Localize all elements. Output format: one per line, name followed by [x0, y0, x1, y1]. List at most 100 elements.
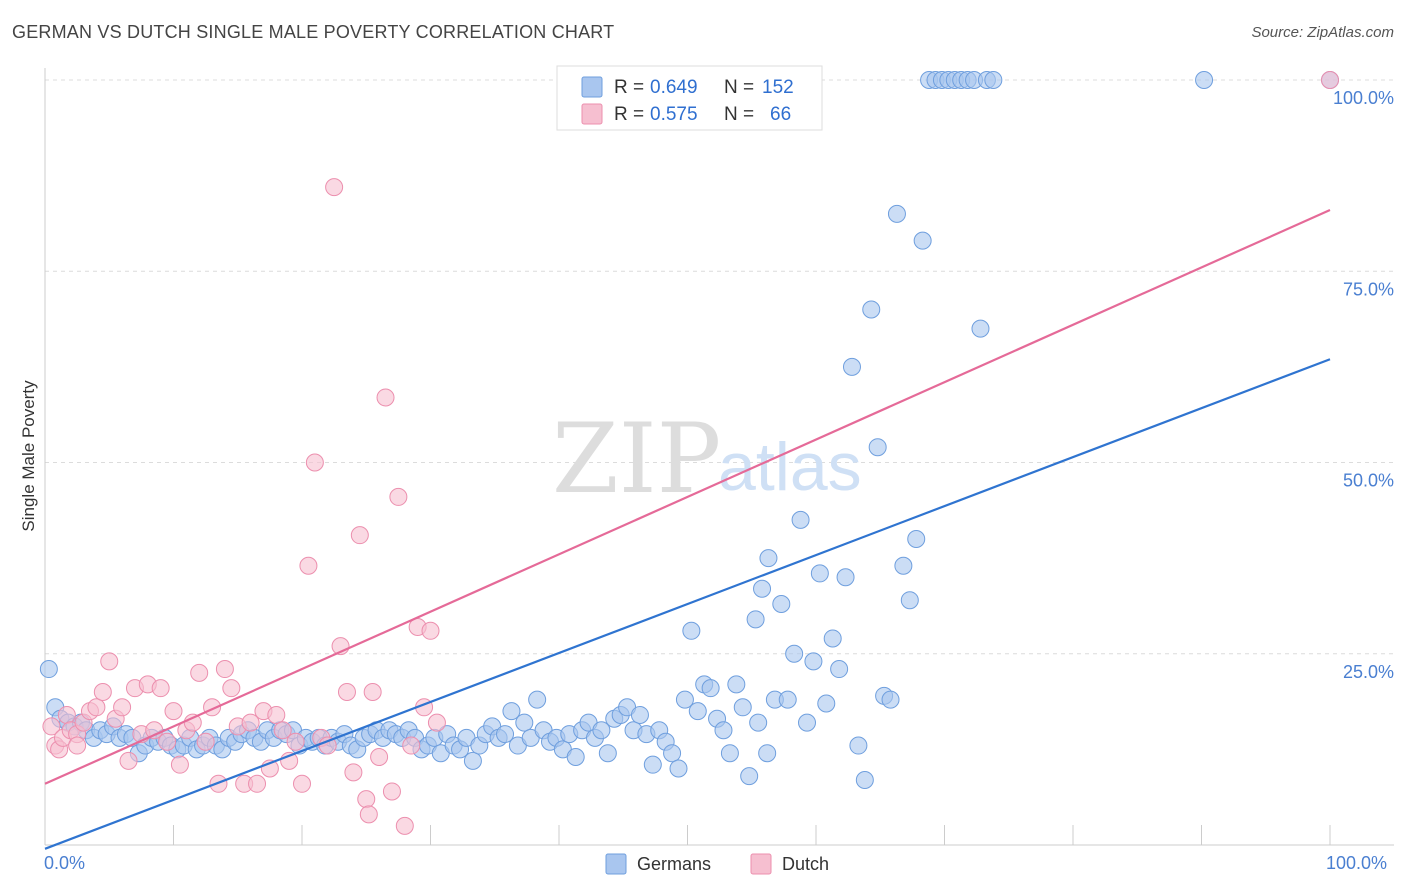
- germans-point-74: [515, 713, 534, 732]
- dutch-point-45: [318, 736, 337, 755]
- bottom-legend-label-dutch: Dutch: [782, 854, 829, 874]
- germans-point-114: [772, 595, 791, 614]
- germans-point-129: [868, 438, 887, 457]
- germans-point-118: [798, 713, 817, 732]
- germans-point-107: [727, 675, 746, 694]
- dutch-point-55: [382, 782, 401, 801]
- germans-point-98: [669, 759, 688, 778]
- germans-point-122: [823, 629, 842, 648]
- dutch-point-40: [286, 732, 305, 751]
- legend-r-label-dutch: R =: [614, 104, 644, 125]
- germans-point-120: [810, 564, 829, 583]
- dutch-point-46: [325, 178, 344, 197]
- legend-r-label-germans: R =: [614, 77, 644, 98]
- germans-point-123: [830, 660, 849, 679]
- y-tick-label-50: 50.0%: [1343, 471, 1394, 491]
- germans-point-66: [463, 751, 482, 770]
- dutch-point-57: [395, 816, 414, 835]
- x-tick-labels: 0.0% 100.0%: [44, 853, 1387, 873]
- dutch-point-13: [113, 698, 132, 717]
- dutch-point-22: [170, 755, 189, 774]
- germans-point-135: [907, 530, 926, 548]
- legend-n-label-germans: N =: [724, 77, 754, 98]
- bottom-legend-swatch-germans: [605, 853, 627, 875]
- legend-n-value-dutch: 66: [770, 104, 791, 125]
- germans-point-127: [855, 770, 874, 789]
- germans-point-117: [791, 510, 810, 529]
- y-tick-label-25: 25.0%: [1343, 662, 1394, 682]
- legend-n-label-dutch: N =: [724, 104, 754, 125]
- germans-point-131: [881, 690, 900, 709]
- x-tick-label-min: 0.0%: [44, 853, 85, 873]
- x-tick-label-max: 100.0%: [1326, 853, 1387, 873]
- germans-point-151: [758, 744, 777, 763]
- germans-point-147: [984, 71, 1003, 89]
- germans-point-76: [528, 690, 547, 709]
- dutch-point-10: [93, 683, 112, 701]
- dutch-point-38: [273, 721, 292, 740]
- bottom-legend: Germans Dutch: [605, 853, 829, 875]
- dutch-point-52: [363, 683, 382, 701]
- germans-point-71: [496, 725, 515, 744]
- dutch-point-33: [241, 713, 260, 732]
- legend-r-value-germans: 0.649: [650, 77, 698, 98]
- dutch-point-61: [421, 621, 440, 640]
- dutch-point-37: [267, 705, 286, 724]
- germans-point-132: [887, 204, 906, 223]
- dutch-point-20: [158, 732, 177, 751]
- dutch-point-64: [68, 736, 87, 755]
- dutch-point-42: [299, 556, 318, 575]
- chart-title: GERMAN VS DUTCH SINGLE MALE POVERTY CORR…: [12, 22, 615, 42]
- dutch-point-53: [370, 748, 389, 767]
- bottom-legend-swatch-dutch: [750, 853, 772, 875]
- dutch-point-65: [1321, 71, 1339, 89]
- y-tick-label-75: 75.0%: [1343, 279, 1394, 299]
- germans-point-109: [740, 767, 759, 786]
- dutch-point-21: [164, 702, 183, 721]
- germans-point-134: [900, 591, 919, 610]
- germans-point-99: [675, 690, 694, 709]
- dutch-point-63: [359, 805, 378, 824]
- dutch-point-19: [151, 679, 170, 698]
- legend-swatch-dutch: [581, 103, 603, 125]
- legend-r-value-dutch: 0.575: [650, 104, 698, 125]
- watermark-atlas: atlas: [718, 429, 862, 505]
- germans-point-128: [862, 300, 881, 319]
- germans-point-148: [1195, 71, 1214, 89]
- dutch-point-25: [190, 663, 209, 682]
- dutch-point-14: [119, 751, 138, 770]
- trend-lines: [44, 209, 1331, 850]
- dutch-point-26: [196, 732, 215, 751]
- y-tick-label-100: 100.0%: [1333, 88, 1394, 108]
- dutch-point-30: [222, 679, 241, 698]
- source-label: Source: ZipAtlas.com: [1251, 24, 1394, 41]
- germans-point-72: [502, 702, 521, 721]
- germans-point-145: [971, 319, 990, 338]
- dutch-point-9: [87, 698, 106, 717]
- dutch-point-49: [344, 763, 363, 782]
- legend: R = 0.649 N = 152 R = 0.575 N = 66: [556, 65, 823, 131]
- germans-point-92: [630, 705, 649, 724]
- axes: [44, 68, 1394, 846]
- dutch-point-4: [57, 705, 76, 724]
- x-ticks: [44, 825, 1331, 845]
- legend-n-value-germans: 152: [762, 77, 794, 98]
- germans-point-115: [778, 690, 797, 709]
- dutch-point-62: [427, 713, 446, 732]
- germans-trend-line: [44, 358, 1331, 850]
- germans-point-0: [39, 660, 58, 679]
- legend-swatch-germans: [581, 76, 603, 98]
- dutch-point-56: [389, 487, 408, 506]
- germans-point-133: [894, 556, 913, 575]
- dutch-point-54: [376, 388, 395, 407]
- germans-point-124: [836, 568, 855, 587]
- dutch-point-48: [337, 683, 356, 701]
- watermark: ZIP atlas: [552, 403, 862, 515]
- dutch-point-41: [293, 774, 311, 793]
- germans-point-125: [842, 357, 861, 376]
- germans-point-111: [753, 579, 772, 598]
- y-axis-title: Single Male Poverty: [19, 380, 38, 532]
- germans-point-126: [849, 736, 868, 755]
- watermark-zip: ZIP: [552, 403, 721, 515]
